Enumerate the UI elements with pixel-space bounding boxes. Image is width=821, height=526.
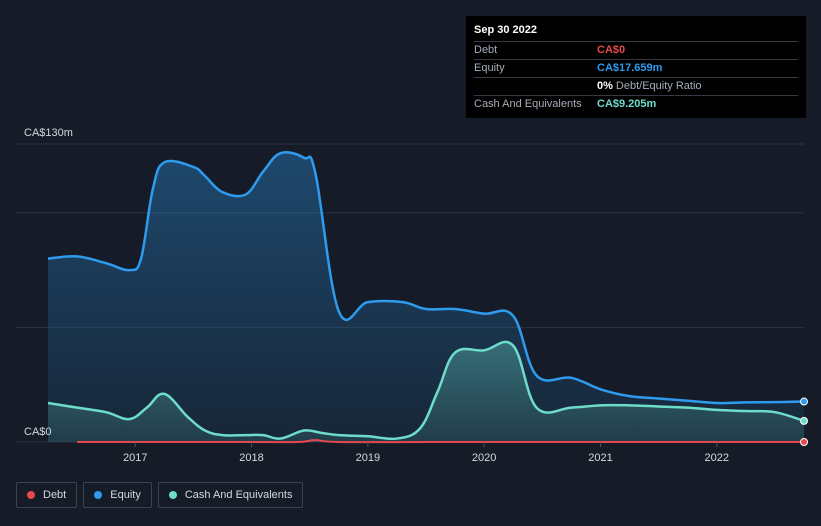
debt-dot-icon [27, 491, 35, 499]
x-tick-label-2017: 2017 [123, 452, 147, 464]
tooltip-date: Sep 30 2022 [474, 24, 537, 36]
x-tick-label-2018: 2018 [239, 452, 263, 464]
tooltip-row-cash: Cash And Equivalents CA$9.205m [474, 95, 798, 113]
debt-end-marker [800, 438, 808, 446]
equity-area [48, 152, 804, 442]
tooltip-row-ratio: 0% Debt/Equity Ratio [474, 77, 798, 95]
end-markers [800, 397, 808, 446]
cash-area [48, 341, 804, 442]
tooltip-equity-value: CA$17.659m [597, 62, 663, 74]
x-axis: 2017 2018 2019 2020 2021 2022 [123, 442, 729, 464]
y-top-label: CA$130m [24, 127, 73, 139]
equity-dot-icon [94, 491, 103, 499]
x-tick-label-2019: 2019 [356, 452, 380, 464]
x-tick-label-2022: 2022 [705, 452, 729, 464]
legend-item-equity[interactable]: Equity [83, 482, 152, 508]
tooltip-ratio-value: 0% [597, 80, 613, 92]
series-areas [48, 152, 804, 442]
x-tick-label-2021: 2021 [588, 452, 612, 464]
tooltip-row-debt: Debt CA$0 [474, 41, 798, 59]
tooltip-ratio-label: Debt/Equity Ratio [615, 80, 702, 92]
debt-line [77, 439, 804, 444]
x-tick-label-2020: 2020 [472, 452, 496, 464]
legend-cash-label: Cash And Equivalents [184, 489, 293, 501]
tooltip-cash-value: CA$9.205m [597, 98, 657, 110]
tooltip-equity-label: Equity [474, 62, 505, 74]
cash-line [47, 340, 805, 441]
tooltip-row-equity: Equity CA$17.659m [474, 59, 798, 77]
legend-item-debt[interactable]: Debt [16, 482, 78, 508]
equity-line [47, 151, 805, 405]
tooltip-cash-label: Cash And Equivalents [474, 98, 582, 110]
tooltip-debt-value: CA$0 [597, 44, 626, 56]
legend-debt-label: Debt [43, 489, 67, 501]
legend: Debt Equity Cash And Equivalents [16, 482, 304, 508]
series-lines [47, 151, 805, 444]
cash-dot-icon [168, 491, 177, 499]
legend-item-cash[interactable]: Cash And Equivalents [157, 482, 304, 508]
tooltip: Sep 30 2022 Debt CA$0 Equity CA$17.659m … [466, 16, 806, 118]
y-bottom-label: CA$0 [24, 426, 52, 438]
tooltip-debt-label: Debt [474, 44, 498, 56]
equity-end-marker [800, 397, 808, 406]
legend-equity-label: Equity [110, 489, 141, 501]
tooltip-ratio-spacer [474, 78, 597, 94]
cash-end-marker [800, 416, 808, 425]
